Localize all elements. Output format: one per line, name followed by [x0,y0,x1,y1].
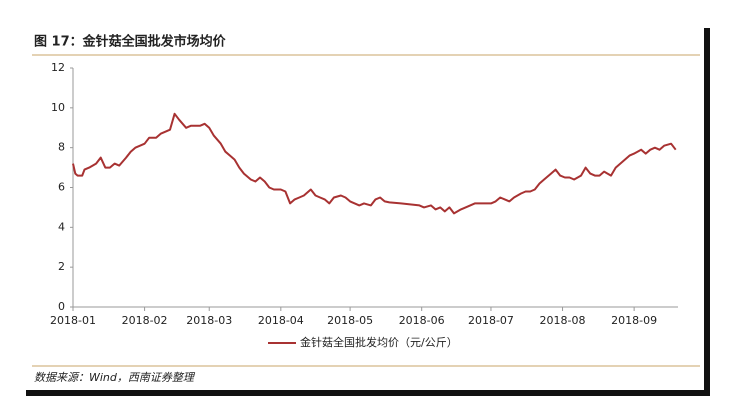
y-tick-label: 10 [51,101,65,114]
x-tick-label: 2018-03 [186,314,232,327]
y-tick-label: 2 [58,260,65,273]
y-tick-label: 4 [58,220,65,233]
card [20,22,704,390]
x-tick-label: 2018-02 [122,314,168,327]
series-line [72,112,677,215]
y-tick-label: 6 [58,181,65,194]
legend-label: 金针菇全国批发均价（元/公斤） [300,335,458,349]
y-tick-label: 0 [58,300,65,313]
x-tick-label: 2018-06 [399,314,445,327]
chart-title: 图 17：金针菇全国批发市场均价 [34,34,227,50]
x-tick-label: 2018-05 [327,314,373,327]
x-tick-label: 2018-08 [540,314,586,327]
x-tick-label: 2018-04 [258,314,304,327]
y-tick-label: 12 [51,61,65,74]
y-tick-label: 8 [58,141,65,154]
source: 数据来源：Wind，西南证券整理 [34,371,196,384]
x-tick-label: 2018-09 [611,314,657,327]
x-tick-label: 2018-07 [468,314,514,327]
x-tick-label: 2018-01 [50,314,96,327]
